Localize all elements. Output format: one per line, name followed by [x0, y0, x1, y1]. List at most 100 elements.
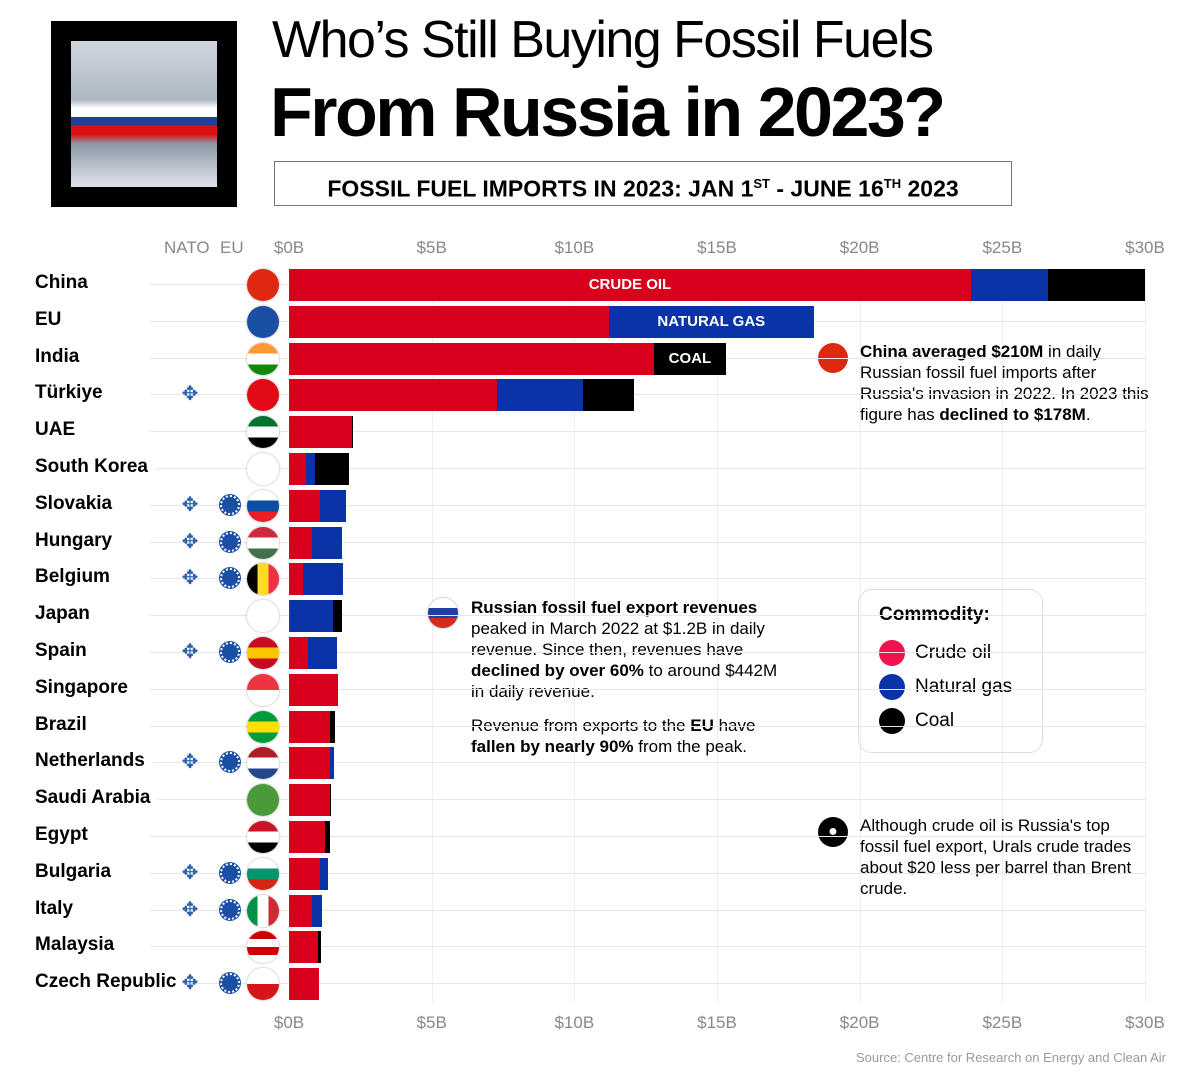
annotation-text: peaked in March 2022 at $1.2B in daily r… [471, 619, 765, 659]
bar-segment-crude [289, 305, 609, 338]
bar-segment-crude [289, 379, 498, 412]
x-tick-label: $30B [1125, 238, 1165, 257]
flag-icon [247, 894, 279, 927]
country-row: Malaysia [0, 928, 1160, 965]
gridline [859, 268, 861, 1003]
legend-title: Commodity: [879, 604, 990, 625]
annotation-text: EU [690, 716, 714, 735]
country-name: South Korea [35, 456, 156, 478]
bar-segment-coal [1047, 269, 1145, 301]
row-guide-line [150, 799, 1145, 801]
country-name: Slovakia [35, 492, 121, 515]
annotation-text: to around $442M in daily revenue. [471, 661, 778, 701]
bar-segment-coal [330, 710, 336, 743]
legend-label: Natural gas [915, 676, 1013, 697]
header-photo-pipeline [51, 21, 237, 207]
row-guide-line [150, 615, 1145, 617]
bar-segment-coal [330, 784, 331, 817]
flag-icon [247, 637, 279, 669]
nato-member-icon: ✥ [181, 383, 199, 406]
legend-item-gas: Natural gas [879, 670, 1022, 704]
oil-drop-icon: ● [818, 817, 848, 847]
flag-icon [247, 269, 279, 301]
bar-segment-crude [289, 563, 304, 596]
bar-segment-gas [497, 379, 583, 412]
eu-member-icon [220, 862, 240, 883]
flag-icon [247, 563, 279, 596]
country-row: South Korea [0, 450, 1160, 487]
bar-segment-gas [311, 894, 322, 927]
bar-segment-gas [970, 269, 1048, 301]
bar-segment-crude [289, 821, 325, 853]
subtitle-text: FOSSIL FUEL IMPORTS IN 2023: JAN 1 [327, 175, 754, 202]
country-name: Malaysia [35, 934, 123, 957]
country-name: Netherlands [35, 750, 153, 773]
bar-segment-coal [582, 379, 635, 412]
flag-icon [247, 857, 279, 890]
annotation-text: Russian fossil fuel export revenues [471, 598, 758, 617]
legend-swatch [879, 708, 905, 734]
bar-segment-crude [289, 342, 655, 375]
x-tick-label: $20B [839, 1013, 880, 1032]
country-row: India COAL [0, 340, 1160, 377]
country-name: Singapore [35, 676, 136, 699]
country-row: Bulgaria ✥ [0, 855, 1160, 892]
country-row: Brazil [0, 708, 1160, 745]
eu-column-header: EU [220, 238, 244, 257]
russia-flag-icon [428, 598, 458, 628]
country-row: Slovakia ✥ [0, 487, 1160, 524]
bar-segment-coal [351, 416, 354, 449]
country-name: UAE [35, 419, 84, 442]
china-annotation: China averaged $210M in daily Russian fo… [860, 341, 1150, 425]
annotation-text: have [713, 716, 756, 735]
country-name: Saudi Arabia [35, 787, 159, 810]
annotation-text: . [1085, 405, 1091, 424]
bar-segment-crude [289, 453, 307, 485]
nato-member-icon: ✥ [181, 567, 199, 590]
source: Source: Centre for Research on Energy an… [855, 1050, 1166, 1065]
bar-segment-crude [289, 489, 321, 522]
bar-segment-crude [289, 416, 352, 449]
legend-swatch [879, 674, 905, 700]
country-row: Singapore [0, 671, 1160, 708]
eu-member-icon [220, 494, 240, 515]
bar-segment-crude [289, 526, 312, 559]
bar-segment-crude [289, 673, 338, 706]
country-name: India [35, 345, 88, 368]
flag-icon [247, 379, 279, 412]
subtitle-sup: TH [883, 176, 902, 191]
bar-segment-gas [330, 747, 334, 780]
x-tick-label: $10B [554, 1013, 595, 1032]
row-guide-line [150, 946, 1145, 948]
flag-icon [247, 489, 279, 522]
flag-icon [247, 342, 279, 375]
bar-segment-gas [320, 489, 347, 522]
x-tick-label: $10B [554, 238, 595, 257]
country-row: Netherlands ✥ [0, 744, 1160, 781]
segment-label-crude: CRUDE OIL [588, 276, 672, 293]
nato-member-icon: ✥ [181, 861, 199, 884]
annotation-text: in daily Russian fossil fuel imports aft… [860, 342, 1149, 424]
urals-annotation: Although crude oil is Russia's top fossi… [860, 815, 1145, 899]
annotation-text: China averaged $210M [860, 342, 1044, 361]
x-tick-label: $15B [697, 1013, 737, 1032]
flag-icon [247, 968, 279, 1001]
nato-column-header: NATO [164, 238, 210, 257]
subtitle: FOSSIL FUEL IMPORTS IN 2023: JAN 1ST - J… [274, 161, 1012, 206]
title-line-2: From Russia in 2023? [270, 73, 946, 151]
country-row: Egypt [0, 818, 1160, 855]
flag-icon [247, 673, 279, 706]
eu-member-icon [220, 642, 240, 662]
x-tick-label: $20B [839, 238, 880, 257]
row-guide-line [150, 652, 1145, 653]
legend-swatch [879, 640, 905, 666]
bar-segment-coal [324, 821, 331, 853]
country-row: Italy ✥ [0, 892, 1160, 929]
bar-segment-coal [314, 453, 349, 485]
bar-segment-gas [303, 563, 344, 596]
x-tick-label: $30B [1125, 1013, 1165, 1032]
x-tick-label: $15B [697, 238, 737, 257]
country-name: Bulgaria [35, 860, 120, 883]
bar-segment-crude [289, 857, 321, 890]
bar-segment-crude [289, 931, 318, 964]
